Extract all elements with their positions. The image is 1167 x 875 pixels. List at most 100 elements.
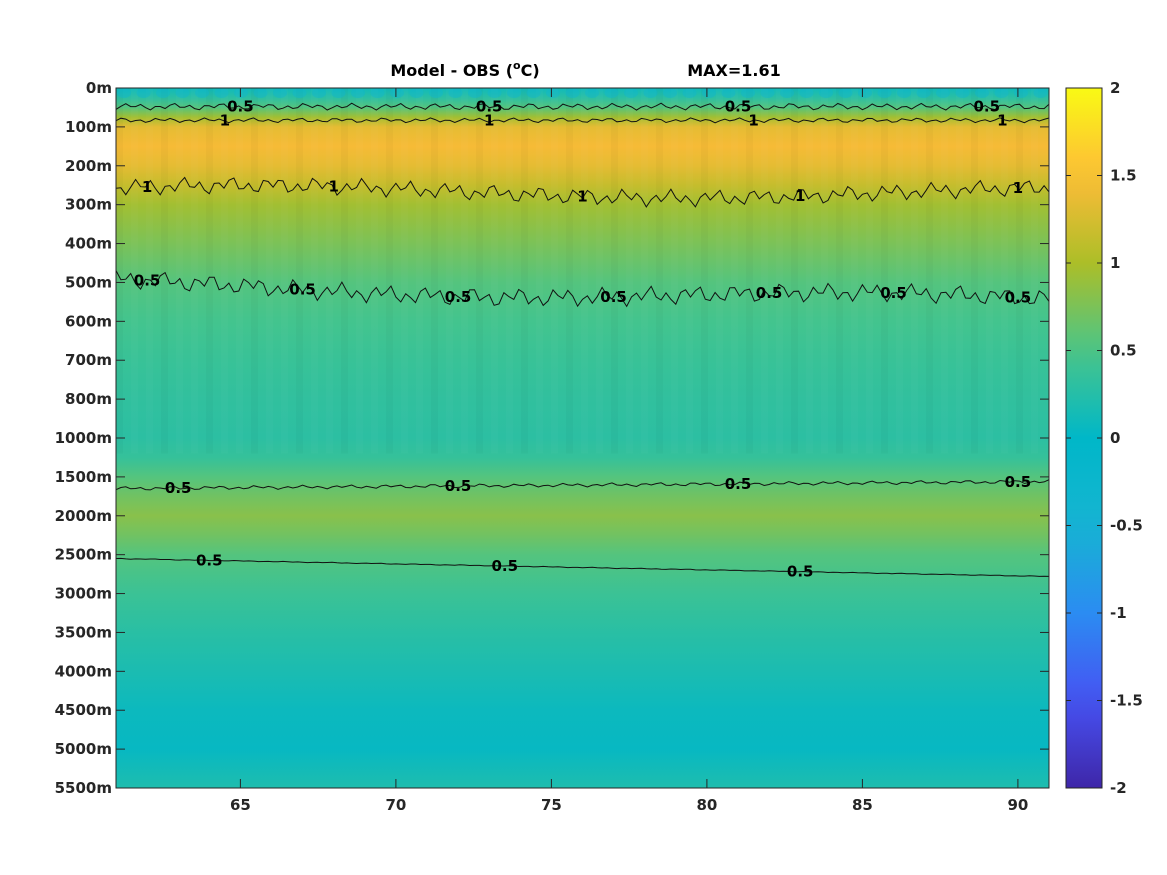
contour-line [116,102,1049,111]
surface-wave [663,88,677,98]
surface-wave [253,88,268,98]
texture-stripe [746,88,753,454]
surface-wave [136,88,151,98]
surface-wave [526,88,541,98]
max-label: MAX=1.61 [687,61,781,80]
texture-stripe [236,88,243,454]
y-tick-label: 2000m [55,507,112,525]
surface-wave [487,88,502,98]
surface-wave [799,88,814,98]
surface-wave [916,88,931,98]
y-tick-label: 500m [65,273,112,291]
surface-wave [234,88,248,98]
surface-wave [897,88,911,98]
texture-stripe [671,88,678,454]
surface-wave [702,88,716,98]
texture-stripe [476,88,483,454]
surface-wave [273,88,287,98]
x-axis: 65 70 75 80 85 90 [230,88,1028,814]
texture-stripe [956,88,963,454]
contour-label: 0.5 [491,557,518,575]
surface-wave [819,88,833,98]
texture-stripe [596,88,603,454]
surface-wave [390,88,404,98]
texture-stripe [836,88,843,454]
surface-wave [565,88,580,98]
y-tick-label: 300m [65,196,112,214]
texture-stripe [401,88,408,454]
contour-lines [116,102,1049,577]
contour-label: 0.5 [196,551,223,569]
x-tick-label: 75 [541,796,562,814]
texture-stripe [731,88,738,454]
texture-stripe [521,88,528,454]
texture-stripe [1031,88,1038,454]
colorbar [1065,87,1103,789]
surface-wave [448,88,463,98]
surface-wave [936,88,950,98]
texture-stripe [941,88,948,454]
surface-wave [468,88,482,98]
surface-wave [409,88,424,98]
texture-stripe [851,88,858,454]
texture-stripe [461,88,468,454]
texture-stripe [1001,88,1008,454]
x-tick-label: 80 [696,796,717,814]
contour-label: 0.5 [289,281,316,299]
texture-stripe [266,88,273,454]
contour-label: 0.5 [787,563,814,581]
surface-wave [175,88,190,98]
surface-wave [994,88,1009,98]
contour-line [116,557,1049,577]
texture-stripe [161,88,168,454]
texture-stripe [506,88,513,454]
colorbar-tick-label: 0 [1110,429,1120,447]
contour-line [116,270,1049,308]
surface-wave [351,88,365,98]
colorbar-tick-label: -1 [1110,604,1127,622]
texture-stripe [326,88,333,454]
surface-wave [858,88,872,98]
texture-stripe [581,88,588,454]
surface-wave [624,88,638,98]
contour-label: 1 [1013,179,1023,197]
surface-wave [507,88,521,98]
texture-stripe [761,88,768,454]
texture-stripe [311,88,318,454]
chart-title: Model - OBS (oC) [390,59,539,80]
contour-label: 1 [748,111,758,129]
contour-label: 0.5 [974,98,1001,116]
contour-label: 0.5 [600,288,627,306]
surface-wave [117,88,131,98]
y-tick-label: 5000m [55,740,112,758]
y-tick-label: 600m [65,312,112,330]
contour-line [116,117,1049,124]
contour-labels: 0.5 0.5 0.5 0.51 1 1 11 11 1 10.50.5 0.5 0.5 0.5 0.5 0… [134,98,1031,581]
surface-wave [546,88,560,98]
texture-stripe [206,88,213,454]
texture-stripe [371,88,378,454]
contour-label: 1 [220,111,230,129]
surface-wave [760,88,775,98]
texture-stripe [536,88,543,454]
y-tick-label: 5500m [55,779,112,797]
texture-stripe [431,88,438,454]
colorbar-tick-label: -0.5 [1110,517,1143,535]
surface-wave [370,88,385,98]
texture-stripe [716,88,723,454]
texture-stripe [821,88,828,454]
surface-wave [292,88,307,98]
texture-stripe [656,88,663,454]
colorbar-tick-label: 1 [1110,254,1120,272]
texture-stripe [701,88,708,454]
surface-wave [780,88,794,98]
colorbar-tick-label: -2 [1110,779,1127,797]
texture-stripe [491,88,498,454]
heatmap-stripes [117,88,1048,454]
contour-label: 1 [484,111,494,129]
surface-wave [585,88,599,98]
texture-stripe [791,88,798,454]
colorbar-tick-label: 2 [1110,79,1120,97]
contour-label: 0.5 [880,284,907,302]
texture-stripe [866,88,873,454]
